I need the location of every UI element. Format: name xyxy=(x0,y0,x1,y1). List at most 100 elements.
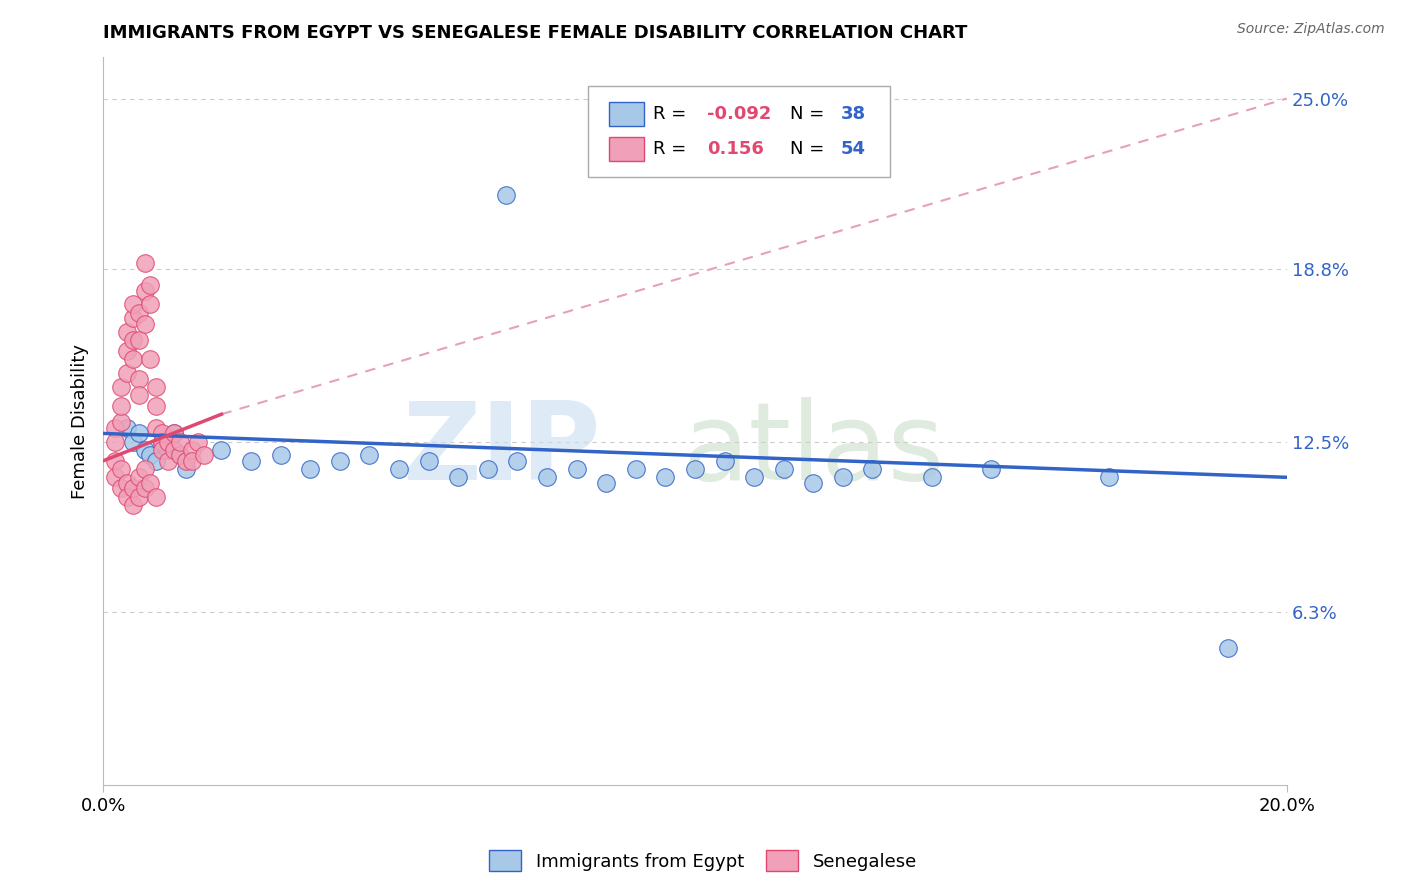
Text: ZIP: ZIP xyxy=(402,397,600,503)
Point xyxy=(418,454,440,468)
Point xyxy=(447,470,470,484)
Text: 38: 38 xyxy=(841,105,866,123)
Text: R =: R = xyxy=(654,105,686,123)
Point xyxy=(104,470,127,484)
Point xyxy=(187,434,209,449)
Point xyxy=(862,462,884,476)
Point xyxy=(139,475,162,490)
Text: Source: ZipAtlas.com: Source: ZipAtlas.com xyxy=(1237,22,1385,37)
Point xyxy=(134,256,156,270)
Text: IMMIGRANTS FROM EGYPT VS SENEGALESE FEMALE DISABILITY CORRELATION CHART: IMMIGRANTS FROM EGYPT VS SENEGALESE FEMA… xyxy=(103,24,967,42)
Point xyxy=(565,462,588,476)
Point xyxy=(121,311,143,326)
Point xyxy=(145,399,167,413)
Point xyxy=(145,421,167,435)
Point xyxy=(128,470,150,484)
Point xyxy=(110,380,132,394)
Point xyxy=(180,454,202,468)
Point xyxy=(110,416,132,430)
Point xyxy=(980,462,1002,476)
Point xyxy=(121,352,143,367)
Point xyxy=(1216,640,1239,655)
Point xyxy=(624,462,647,476)
Point xyxy=(115,490,138,504)
Point xyxy=(121,481,143,495)
Text: N =: N = xyxy=(790,105,824,123)
Point xyxy=(115,366,138,380)
Point xyxy=(128,490,150,504)
Point xyxy=(654,470,676,484)
Point xyxy=(115,421,138,435)
Point xyxy=(163,442,186,457)
Point xyxy=(104,434,127,449)
Point xyxy=(134,317,156,331)
Point xyxy=(134,442,156,457)
Legend: Immigrants from Egypt, Senegalese: Immigrants from Egypt, Senegalese xyxy=(482,843,924,879)
FancyBboxPatch shape xyxy=(588,87,890,178)
Point xyxy=(801,475,824,490)
Point xyxy=(139,449,162,463)
Point xyxy=(174,454,197,468)
Point xyxy=(595,475,617,490)
Point xyxy=(270,449,292,463)
Point xyxy=(174,462,197,476)
Point xyxy=(157,442,180,457)
FancyBboxPatch shape xyxy=(609,103,644,126)
Point xyxy=(169,449,191,463)
Point xyxy=(150,442,173,457)
Point xyxy=(388,462,411,476)
Point xyxy=(169,434,191,449)
Point xyxy=(921,470,943,484)
Point xyxy=(115,344,138,359)
Point xyxy=(169,449,191,463)
Point xyxy=(150,434,173,449)
Point xyxy=(180,442,202,457)
Point xyxy=(145,380,167,394)
Point xyxy=(495,187,517,202)
Point xyxy=(145,490,167,504)
Point xyxy=(157,454,180,468)
Point xyxy=(134,284,156,298)
FancyBboxPatch shape xyxy=(609,137,644,161)
Point xyxy=(193,449,215,463)
Point xyxy=(128,371,150,385)
Point xyxy=(110,481,132,495)
Point xyxy=(299,462,322,476)
Point xyxy=(139,297,162,311)
Point xyxy=(1098,470,1121,484)
Point xyxy=(772,462,794,476)
Point xyxy=(139,352,162,367)
Point xyxy=(240,454,263,468)
Text: N =: N = xyxy=(790,140,824,158)
Point xyxy=(110,399,132,413)
Point xyxy=(145,454,167,468)
Point xyxy=(831,470,853,484)
Point xyxy=(121,498,143,512)
Point xyxy=(121,297,143,311)
Point xyxy=(121,434,143,449)
Point xyxy=(477,462,499,476)
Point xyxy=(211,442,233,457)
Point xyxy=(128,333,150,347)
Point xyxy=(713,454,735,468)
Point xyxy=(683,462,706,476)
Text: 54: 54 xyxy=(841,140,866,158)
Point xyxy=(163,426,186,441)
Point xyxy=(128,388,150,402)
Point xyxy=(329,454,352,468)
Point xyxy=(150,426,173,441)
Point xyxy=(104,454,127,468)
Point xyxy=(742,470,765,484)
Point xyxy=(128,426,150,441)
Text: 0.156: 0.156 xyxy=(707,140,763,158)
Point xyxy=(134,481,156,495)
Point xyxy=(163,426,186,441)
Point xyxy=(128,305,150,319)
Point xyxy=(139,278,162,293)
Point xyxy=(157,434,180,449)
Point xyxy=(134,462,156,476)
Point xyxy=(359,449,381,463)
Text: -0.092: -0.092 xyxy=(707,105,770,123)
Point xyxy=(115,475,138,490)
Point xyxy=(115,325,138,339)
